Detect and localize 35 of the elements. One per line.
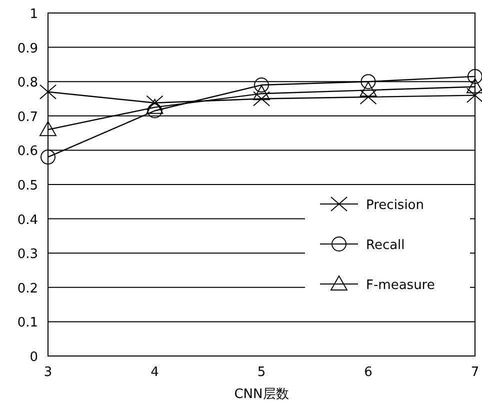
y-tick-label: 0	[30, 350, 38, 365]
point	[40, 150, 56, 165]
point	[40, 84, 56, 100]
legend-label: Precision	[366, 198, 424, 213]
point	[360, 74, 376, 90]
legend-label: Recall	[366, 238, 405, 253]
y-tick-label: 0.4	[17, 212, 38, 228]
x-tick-label: 7	[470, 365, 480, 380]
y-tick-label: 1	[30, 7, 38, 22]
x-axis-title: CNN层数	[234, 387, 289, 402]
legend-label: F-measure	[366, 278, 435, 293]
point	[360, 90, 377, 105]
point	[253, 85, 270, 100]
point	[360, 82, 377, 97]
point	[147, 103, 162, 118]
x-tick-label: 6	[364, 365, 372, 380]
y-tick-label: 0.2	[17, 281, 38, 296]
y-tick-label: 0.6	[17, 144, 38, 160]
point	[40, 121, 56, 136]
point	[466, 78, 482, 94]
x-tick-label: 3	[44, 365, 52, 380]
point	[254, 78, 269, 93]
y-tick-label: 0.3	[17, 247, 38, 262]
point	[468, 68, 482, 84]
y-tick-label: 0.9	[17, 41, 38, 56]
y-tick-label: 0.1	[17, 316, 38, 331]
point	[146, 95, 164, 110]
point	[466, 88, 482, 103]
y-tick-label: 0.5	[17, 178, 38, 194]
point	[146, 98, 164, 114]
y-tick-label: 0.8	[17, 76, 38, 91]
point	[253, 91, 270, 106]
y-tick-label: 0.7	[17, 110, 38, 125]
x-tick-label: 4	[150, 365, 159, 380]
x-tick-label: 5	[257, 365, 266, 380]
